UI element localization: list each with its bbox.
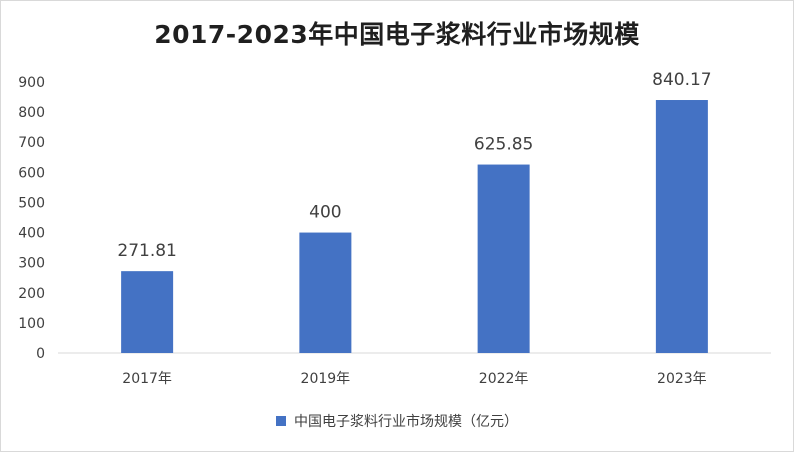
y-tick-label: 200: [18, 286, 45, 302]
data-label: 271.81: [117, 241, 176, 261]
y-tick-label: 0: [36, 346, 45, 362]
x-tick-label: 2019年: [301, 371, 351, 387]
data-label: 400: [309, 203, 341, 223]
bar: [655, 100, 708, 354]
y-tick-label: 700: [18, 135, 45, 151]
x-tick-label: 2022年: [479, 371, 529, 387]
legend: 中国电子浆料行业市场规模（亿元）: [1, 411, 793, 431]
legend-swatch: [276, 416, 286, 426]
data-label: 840.17: [652, 70, 711, 90]
x-tick-label: 2017年: [122, 371, 172, 387]
chart-title: 2017-2023年中国电子浆料行业市场规模: [154, 20, 640, 49]
data-label: 625.85: [474, 135, 533, 155]
y-tick-label: 800: [18, 105, 45, 121]
y-tick-label: 300: [18, 256, 45, 272]
y-tick-label: 400: [18, 226, 45, 242]
y-tick-label: 500: [18, 195, 45, 211]
legend-label: 中国电子浆料行业市场规模（亿元）: [294, 414, 518, 430]
x-tick-label: 2023年: [657, 371, 707, 387]
y-tick-label: 900: [18, 75, 45, 91]
bar: [121, 271, 174, 353]
y-tick-label: 600: [18, 165, 45, 181]
y-tick-label: 100: [18, 316, 45, 332]
bar: [299, 232, 352, 353]
bar: [477, 164, 530, 353]
